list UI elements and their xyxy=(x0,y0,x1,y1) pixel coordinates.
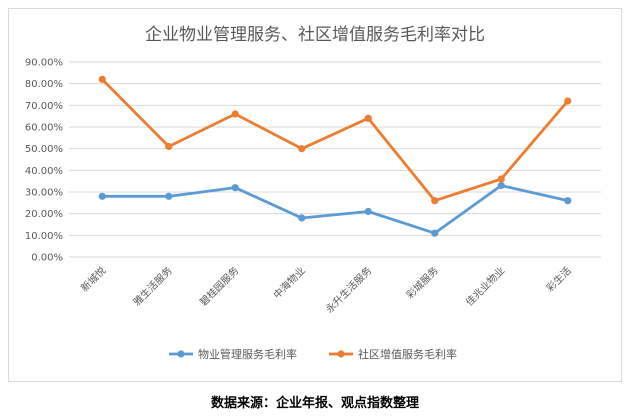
y-tick-label: 50.00% xyxy=(25,144,63,155)
line-chart: 企业物业管理服务、社区增值服务毛利率对比 0.00% 10.00% 20.00% 30… xyxy=(25,25,601,361)
x-tick-label: 雅生活服务 xyxy=(130,264,175,309)
legend-label: 物业管理服务毛利率 xyxy=(198,347,297,361)
series-2-point xyxy=(98,75,106,83)
y-tick-label: 30.00% xyxy=(25,188,63,199)
series-1-point xyxy=(165,192,173,200)
y-tick-label: 70.00% xyxy=(25,101,63,112)
legend-point-marker xyxy=(337,350,345,358)
y-tick-label: 0.00% xyxy=(31,253,63,264)
x-tick-label: 碧桂园服务 xyxy=(197,264,242,309)
series-2-point xyxy=(165,142,173,151)
series-1-point xyxy=(431,229,439,237)
y-tick-label: 10.00% xyxy=(25,231,63,242)
x-tick-label: 彩生活 xyxy=(543,264,573,294)
series-2-point xyxy=(298,145,306,153)
y-tick-label: 60.00% xyxy=(25,123,63,134)
series-1-point xyxy=(364,207,372,216)
series-1-point xyxy=(564,197,572,205)
x-tick-label: 佳兆业物业 xyxy=(463,264,508,309)
chart-title: 企业物业管理服务、社区增值服务毛利率对比 xyxy=(145,25,485,45)
series-1-point xyxy=(497,181,505,190)
series-1-point xyxy=(298,214,306,222)
legend-point-marker xyxy=(177,350,185,358)
series-line-2 xyxy=(101,78,569,203)
series-line-1 xyxy=(102,184,569,235)
series-2-point xyxy=(497,175,505,183)
y-tick-label: 40.00% xyxy=(25,166,63,177)
x-tick-label: 中海物业 xyxy=(270,264,307,301)
y-tick-label: 20.00% xyxy=(25,209,63,220)
series-2-point xyxy=(364,114,372,122)
chart-frame: 企业物业管理服务、社区增值服务毛利率对比 0.00% 10.00% 20.00% 30… xyxy=(8,8,622,382)
x-tick-label: 新城悦 xyxy=(78,264,108,294)
y-tick-label: 80.00% xyxy=(25,79,63,90)
series-2-point xyxy=(231,110,239,118)
series-2-point xyxy=(564,97,572,105)
source-note: 数据来源：企业年报、观点指数整理 xyxy=(210,396,419,411)
x-tick-label: 永升生活服务 xyxy=(323,264,375,316)
legend-label: 社区增值服务毛利率 xyxy=(358,347,457,361)
series-1-point xyxy=(231,184,239,192)
series-1-point xyxy=(98,192,106,200)
series-2-point xyxy=(431,197,439,205)
x-tick-label: 彩城服务 xyxy=(403,264,440,301)
y-tick-label: 90.00% xyxy=(25,58,63,69)
